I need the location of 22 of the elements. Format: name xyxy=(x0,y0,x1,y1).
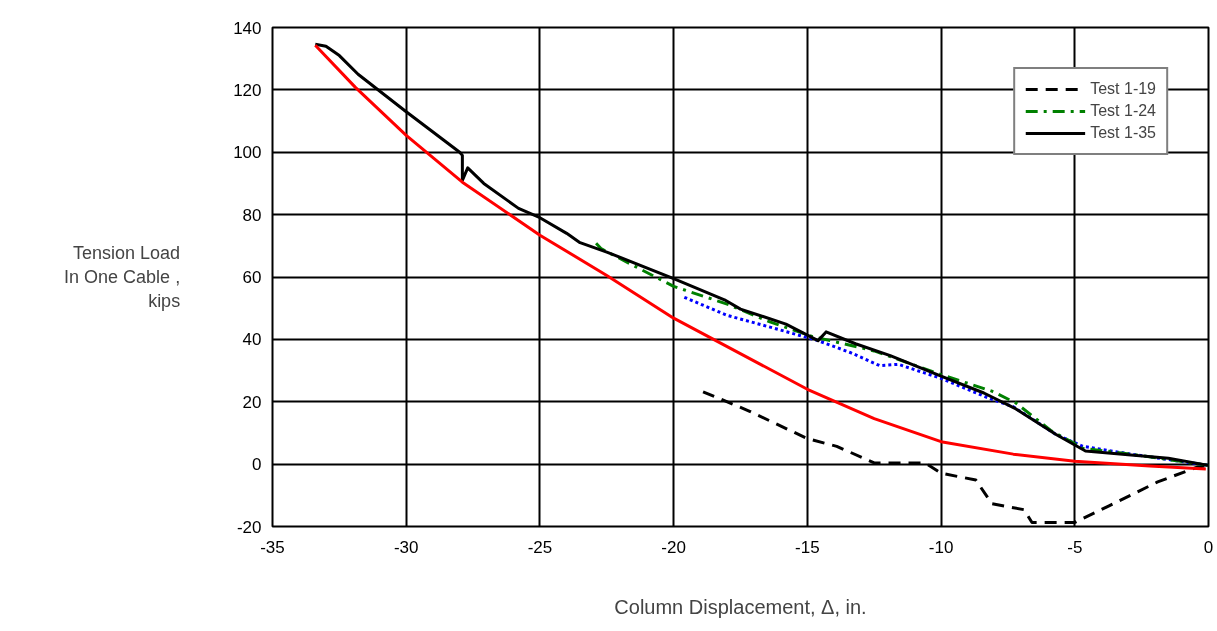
x-tick-label: 0 xyxy=(1203,537,1214,557)
y-tick-label: 60 xyxy=(242,268,262,287)
x-tick-label: -10 xyxy=(928,537,954,557)
y-tick-label: 120 xyxy=(233,80,262,100)
y-tick-label: 40 xyxy=(242,330,262,350)
y-tick-label: 140 xyxy=(233,18,262,38)
x-tick-label: -30 xyxy=(393,537,419,557)
x-tick-label: -5 xyxy=(1067,537,1083,557)
y-tick-label: 80 xyxy=(242,205,262,225)
y-tick-label: 100 xyxy=(233,143,262,163)
legend-label: Test 1-24 xyxy=(1090,102,1156,120)
y-tick-label: -20 xyxy=(236,517,262,537)
y-axis-title: Tension Load In One Cable , kips xyxy=(64,243,181,311)
x-tick-label: -15 xyxy=(795,537,820,557)
x-tick-label: -25 xyxy=(527,537,553,557)
x-tick-label: -35 xyxy=(260,537,285,557)
y-tick-label: 0 xyxy=(252,455,262,475)
x-tick-label: -20 xyxy=(661,537,686,557)
y-tick-label: 20 xyxy=(242,392,262,412)
x-axis-title: Column Displacement, Δ, in. xyxy=(614,595,867,618)
legend-label: Test 1-35 xyxy=(1090,124,1156,142)
legend-label: Test 1-19 xyxy=(1090,80,1156,98)
